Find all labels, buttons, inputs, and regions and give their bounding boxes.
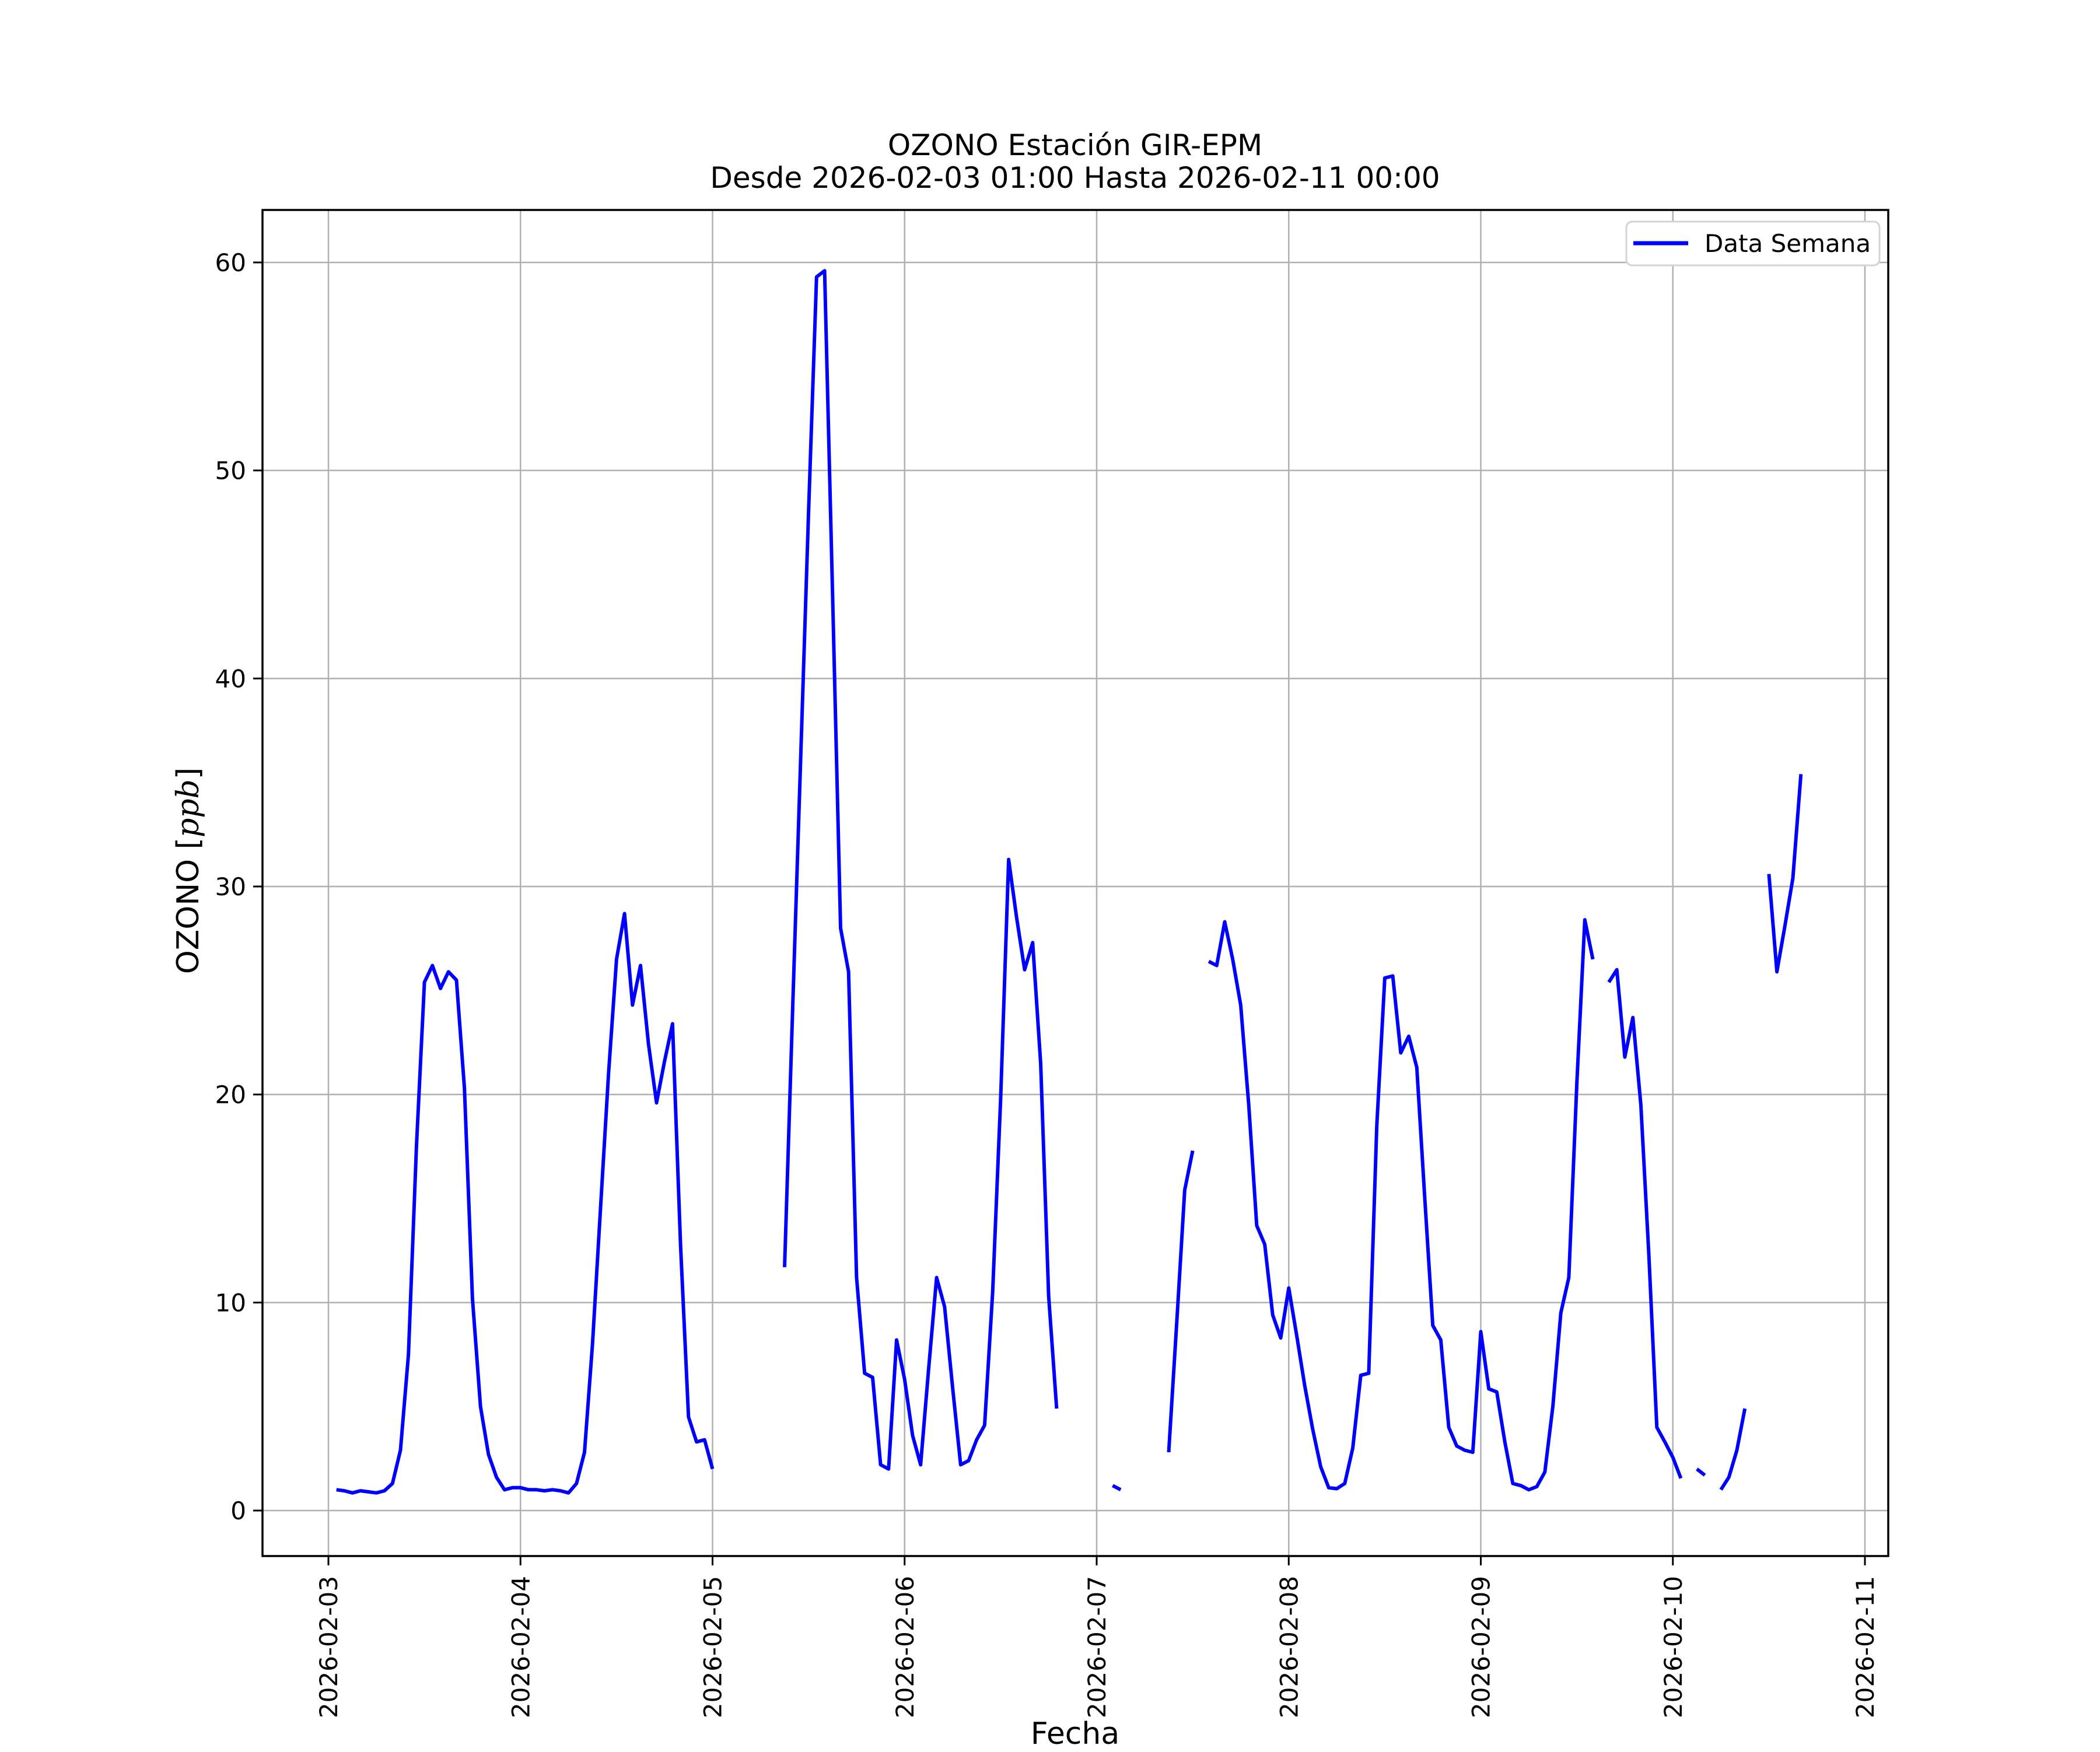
- data-line-segment: [1719, 1408, 1747, 1491]
- legend-box: [1625, 220, 1881, 267]
- x-tick-label: 2026-02-08: [1275, 1576, 1303, 1718]
- data-line-segment: [1208, 918, 1595, 1492]
- x-axis-label: Fecha: [1031, 1716, 1119, 1750]
- y-tick-label: 0: [230, 1497, 246, 1525]
- x-tick-label: 2026-02-07: [1083, 1576, 1111, 1718]
- data-line-segment: [1767, 774, 1803, 974]
- data-line-segment: [1167, 1150, 1195, 1453]
- data-line-segment: [336, 912, 715, 1495]
- x-tick-label: 2026-02-03: [314, 1576, 343, 1718]
- x-tick-label: 2026-02-10: [1659, 1576, 1688, 1718]
- y-tick-label: 20: [215, 1081, 246, 1109]
- y-tick-label: 30: [215, 873, 246, 901]
- y-tick-label: 60: [215, 248, 246, 277]
- data-series-layer: [336, 269, 1803, 1495]
- axis-titles: OZONO Estación GIR-EPM Desde 2026-02-03 …: [171, 128, 1440, 1751]
- chart-subtitle: Desde 2026-02-03 01:00 Hasta 2026-02-11 …: [710, 161, 1440, 195]
- axis-ticks: [253, 261, 1866, 1565]
- axis-tick-labels: 2026-02-03 2026-02-04 2026-02-05 2026-02-06…: [215, 248, 1880, 1718]
- data-line-segment: [1112, 1484, 1122, 1491]
- data-line-segment: [1696, 1467, 1706, 1477]
- axes-spines: [261, 209, 1889, 1557]
- legend: Data Semana: [1625, 220, 1881, 267]
- plot-border: [261, 209, 1889, 1557]
- x-tick-label: 2026-02-04: [506, 1576, 535, 1718]
- x-tick-label: 2026-02-06: [891, 1576, 919, 1718]
- legend-label: Data Semana: [1704, 229, 1871, 258]
- y-tick-label: 50: [215, 457, 246, 485]
- data-line-segment: [783, 269, 1059, 1471]
- y-tick-label: 10: [215, 1288, 246, 1317]
- x-tick-label: 2026-02-05: [699, 1576, 727, 1718]
- data-line-segment: [1607, 968, 1683, 1479]
- grid-lines: [262, 210, 1888, 1556]
- y-tick-label: 40: [215, 664, 246, 693]
- chart-title: OZONO Estación GIR-EPM: [888, 128, 1262, 162]
- x-tick-label: 2026-02-11: [1851, 1576, 1880, 1718]
- y-axis-label: OZONO [ppb]: [171, 768, 206, 974]
- x-tick-label: 2026-02-09: [1467, 1576, 1496, 1718]
